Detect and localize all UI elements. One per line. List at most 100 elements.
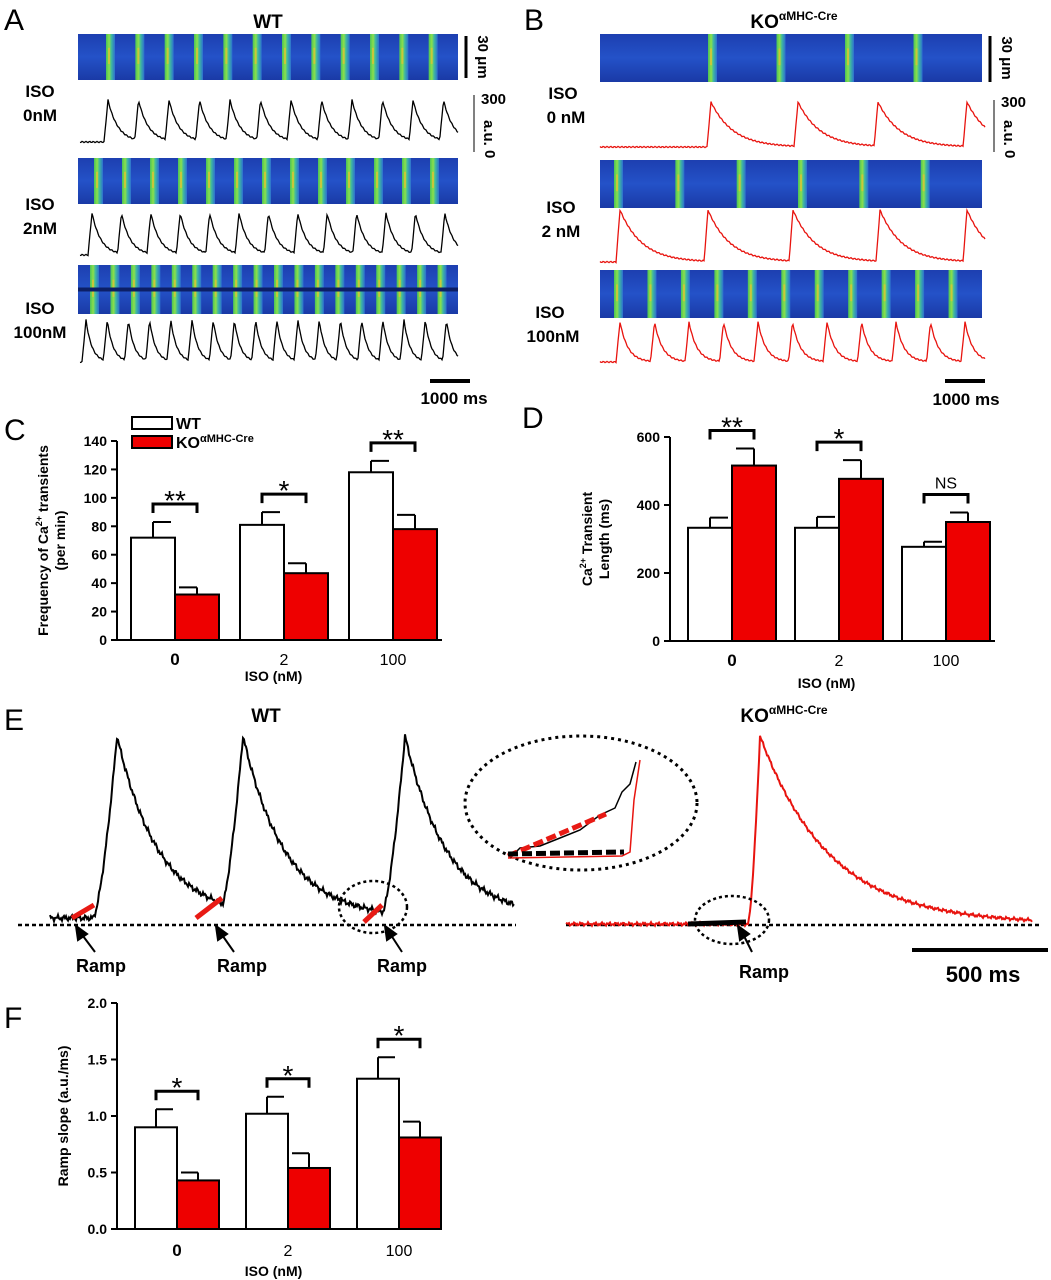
- legend: WT KOαMHC-Cre: [131, 416, 254, 452]
- kymo-a-2nm-stripe-core: [208, 171, 210, 188]
- kymo-b-0nm-stripe: [708, 34, 717, 82]
- panel-a-row-labels: ISO 0nM ISO 2nM ISO 100nM: [14, 82, 67, 342]
- panel-a-au-value: 300: [481, 91, 506, 108]
- panel-letter-f: F: [4, 1002, 22, 1035]
- kymo-b-100nm-stripe: [814, 270, 824, 318]
- kymo-b-2nm-stripe: [614, 160, 623, 208]
- y-axis-title-sup: 2+: [34, 516, 44, 526]
- panel-e-title-ko-main: KO: [740, 706, 769, 727]
- bar-wt-100: [901, 545, 947, 643]
- kymo-b-100nm-stripe: [747, 270, 757, 318]
- kymo-b-100nm: [600, 270, 982, 318]
- arrow-ramp-1-head: [74, 923, 89, 942]
- legend-wt-label: WT: [176, 416, 201, 433]
- significance-bracket: [369, 441, 417, 452]
- significance-bracket: [151, 502, 199, 514]
- kymo-a-0nm-stripe-core: [401, 47, 404, 64]
- kymo-a-2nm-stripe-core: [320, 171, 322, 188]
- kymo-a-0nm-stripe-core: [313, 47, 316, 64]
- y-tick-label: 20: [91, 604, 107, 620]
- trace-a-2nm: [79, 212, 459, 257]
- y-axis-title-rest: transients: [35, 445, 51, 516]
- panel-a-time-label: 1000 ms: [420, 389, 487, 408]
- x-category-label: 100: [386, 1243, 413, 1260]
- kymo-b-2nm-stripe-core: [677, 174, 680, 192]
- kymo-b-0nm-stripe-core: [778, 48, 781, 66]
- significance-bracket: [154, 1089, 200, 1101]
- kymo-a-0nm-stripe: [282, 34, 291, 80]
- panel-b-scale-bars: 30 μm 300 a.u. 0 1000 ms: [932, 36, 1026, 409]
- kymo-a-2nm-stripe-core: [348, 171, 350, 188]
- kymo-b-100nm-stripe-core: [682, 284, 685, 302]
- kymo-b-0nm-stripe: [776, 34, 786, 82]
- y-tick-label: 1.0: [88, 1108, 108, 1124]
- significance-bracket: [260, 492, 308, 504]
- kymo-a-2nm-stripe-core: [264, 171, 266, 188]
- kymo-a-2nm-stripe: [374, 158, 383, 204]
- panel-e-title-ko: KOαMHC-Cre: [740, 703, 828, 727]
- bar-ko-100: [398, 1136, 442, 1230]
- panel-e-ramp-label-3: Ramp: [377, 956, 427, 976]
- kymo-b-0nm-bg: [600, 34, 982, 82]
- kymo-b-100nm-bg: [600, 270, 982, 318]
- kymo-a-2nm-stripe-core: [152, 171, 154, 188]
- panel-e: Ramp Ramp Ramp Ramp 500 ms: [18, 734, 1048, 987]
- panel-e-ko-zoom-circle: [693, 894, 771, 946]
- bar-wt-0: [134, 1126, 178, 1231]
- kymo-a-0nm-stripe-core: [166, 47, 169, 64]
- panel-e-wt-zoom-circle: [337, 879, 409, 935]
- panel-a-row3-top: ISO: [25, 299, 54, 318]
- kymo-a-0nm-stripe: [194, 34, 203, 80]
- y-axis-title-main: Frequency of Ca: [35, 526, 51, 636]
- kymo-a-2nm-stripe: [122, 158, 131, 204]
- significance-label: *: [283, 1060, 294, 1091]
- kymo-b-100nm-stripe-core: [917, 284, 920, 302]
- y-axis-title-line2: (per min): [52, 511, 68, 571]
- panel-a-title: WT: [253, 12, 283, 33]
- kymo-a-2nm-stripe: [402, 158, 411, 204]
- panel-e-wt-ramp-3: [362, 903, 384, 924]
- kymo-b-100nm-stripe-core: [749, 284, 752, 302]
- kymo-a-0nm-stripe-core: [254, 47, 257, 64]
- kymo-b-0nm-stripe-core: [710, 48, 712, 66]
- kymo-a-2nm-stripe-core: [292, 171, 294, 188]
- panel-e-title-ko-sup: αMHC-Cre: [769, 703, 828, 717]
- kymo-b-100nm-stripe: [915, 270, 925, 318]
- y-axis-title: Ca2+ Transient: [578, 492, 595, 587]
- kymo-b-2nm-stripe-core: [800, 174, 802, 192]
- bar-ko-100: [392, 528, 438, 642]
- trace-b-100nm: [599, 321, 986, 364]
- kymo-a-0nm-stripe-core: [342, 47, 345, 64]
- kymo-b-100nm-stripe: [714, 270, 724, 318]
- kymo-a-2nm-stripe-core: [404, 171, 406, 188]
- y-tick-label: 140: [84, 433, 108, 449]
- kymo-b-2nm-stripe-core: [616, 174, 618, 192]
- x-axis-title: ISO (nM): [245, 1263, 303, 1279]
- bar-ko-2: [838, 477, 884, 642]
- significance-label: *: [172, 1072, 183, 1103]
- kymo-a-2nm-stripe: [178, 158, 187, 204]
- significance-label: *: [394, 1020, 405, 1051]
- x-axis-title: ISO (nM): [798, 675, 856, 691]
- bar-wt-100: [356, 1077, 400, 1230]
- trace-b-0nm: [599, 100, 986, 149]
- kymo-b-0nm-stripe-core: [847, 48, 849, 66]
- x-axis-title: ISO (nM): [245, 668, 303, 684]
- legend-ko-swatch: [131, 435, 173, 449]
- kymo-a-0nm-stripe: [399, 34, 409, 80]
- kymo-a-2nm-stripe: [206, 158, 215, 204]
- panel-b-time-label: 1000 ms: [932, 390, 999, 409]
- panel-b-title-sup: αMHC-Cre: [779, 9, 838, 23]
- kymo-a-2nm: [78, 158, 458, 204]
- kymo-a-2nm-stripe-core: [180, 171, 182, 188]
- kymo-b-100nm-stripe: [948, 270, 958, 318]
- panel-e-ko-ramp: [687, 919, 747, 927]
- kymo-a-0nm-stripe: [223, 34, 233, 80]
- kymo-a-2nm-stripe-core: [124, 171, 126, 188]
- panel-b-row1-top: ISO: [548, 84, 577, 103]
- kymo-a-0nm-stripe-core: [108, 47, 110, 64]
- y-axis-title-rest: Transient: [579, 492, 595, 558]
- kymo-a-0nm: [78, 34, 458, 80]
- kymo-b-2nm-stripe-core: [738, 174, 741, 192]
